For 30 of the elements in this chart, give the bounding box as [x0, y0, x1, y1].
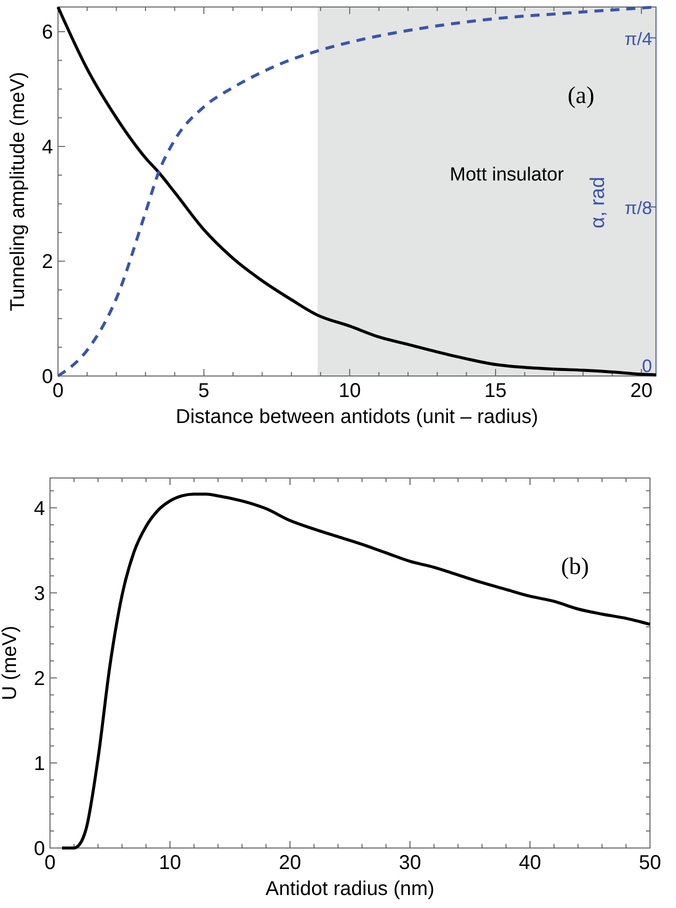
y2-tick-label: 0	[642, 356, 652, 376]
y-tick-label: 0	[42, 366, 53, 388]
y-tick-label: 6	[42, 22, 53, 44]
line-series	[60, 492, 652, 850]
y2-tick-label: π/8	[624, 198, 652, 218]
x-axis-title: Antidot radius (nm)	[266, 878, 434, 900]
y-tick-label: 2	[42, 251, 53, 274]
band-label: Mott insulator	[450, 164, 565, 186]
x-tick-label: 10	[338, 380, 361, 402]
y2-tick-label: π/4	[624, 28, 652, 49]
y-tick-label: 2	[34, 668, 45, 690]
x-tick-label: 50	[638, 852, 662, 874]
annotation: (b)	[561, 554, 589, 580]
y2-axis-title: α, rad	[587, 176, 609, 228]
y-tick-label: 4	[34, 498, 45, 520]
x-tick-label: 15	[484, 380, 507, 402]
y-axis-title: U (meV)	[0, 626, 21, 700]
x-tick-label: 30	[398, 852, 422, 874]
y-axis-title: Tunneling amplitude (meV)	[7, 72, 29, 312]
y-tick-label: 4	[42, 136, 53, 158]
x-tick-label: 5	[198, 380, 210, 402]
x-tick-label: 10	[158, 852, 182, 874]
y-tick-label: 1	[34, 752, 45, 775]
annotation: (a)	[568, 82, 594, 109]
x-tick-label: 20	[278, 852, 302, 874]
x-axis-title: Distance between antidots (unit – radius)	[176, 406, 538, 428]
y-tick-label: 3	[34, 582, 45, 605]
x-tick-label: 20	[630, 380, 653, 402]
y-tick-label: 0	[34, 838, 45, 860]
x-tick-label: 40	[518, 852, 542, 874]
